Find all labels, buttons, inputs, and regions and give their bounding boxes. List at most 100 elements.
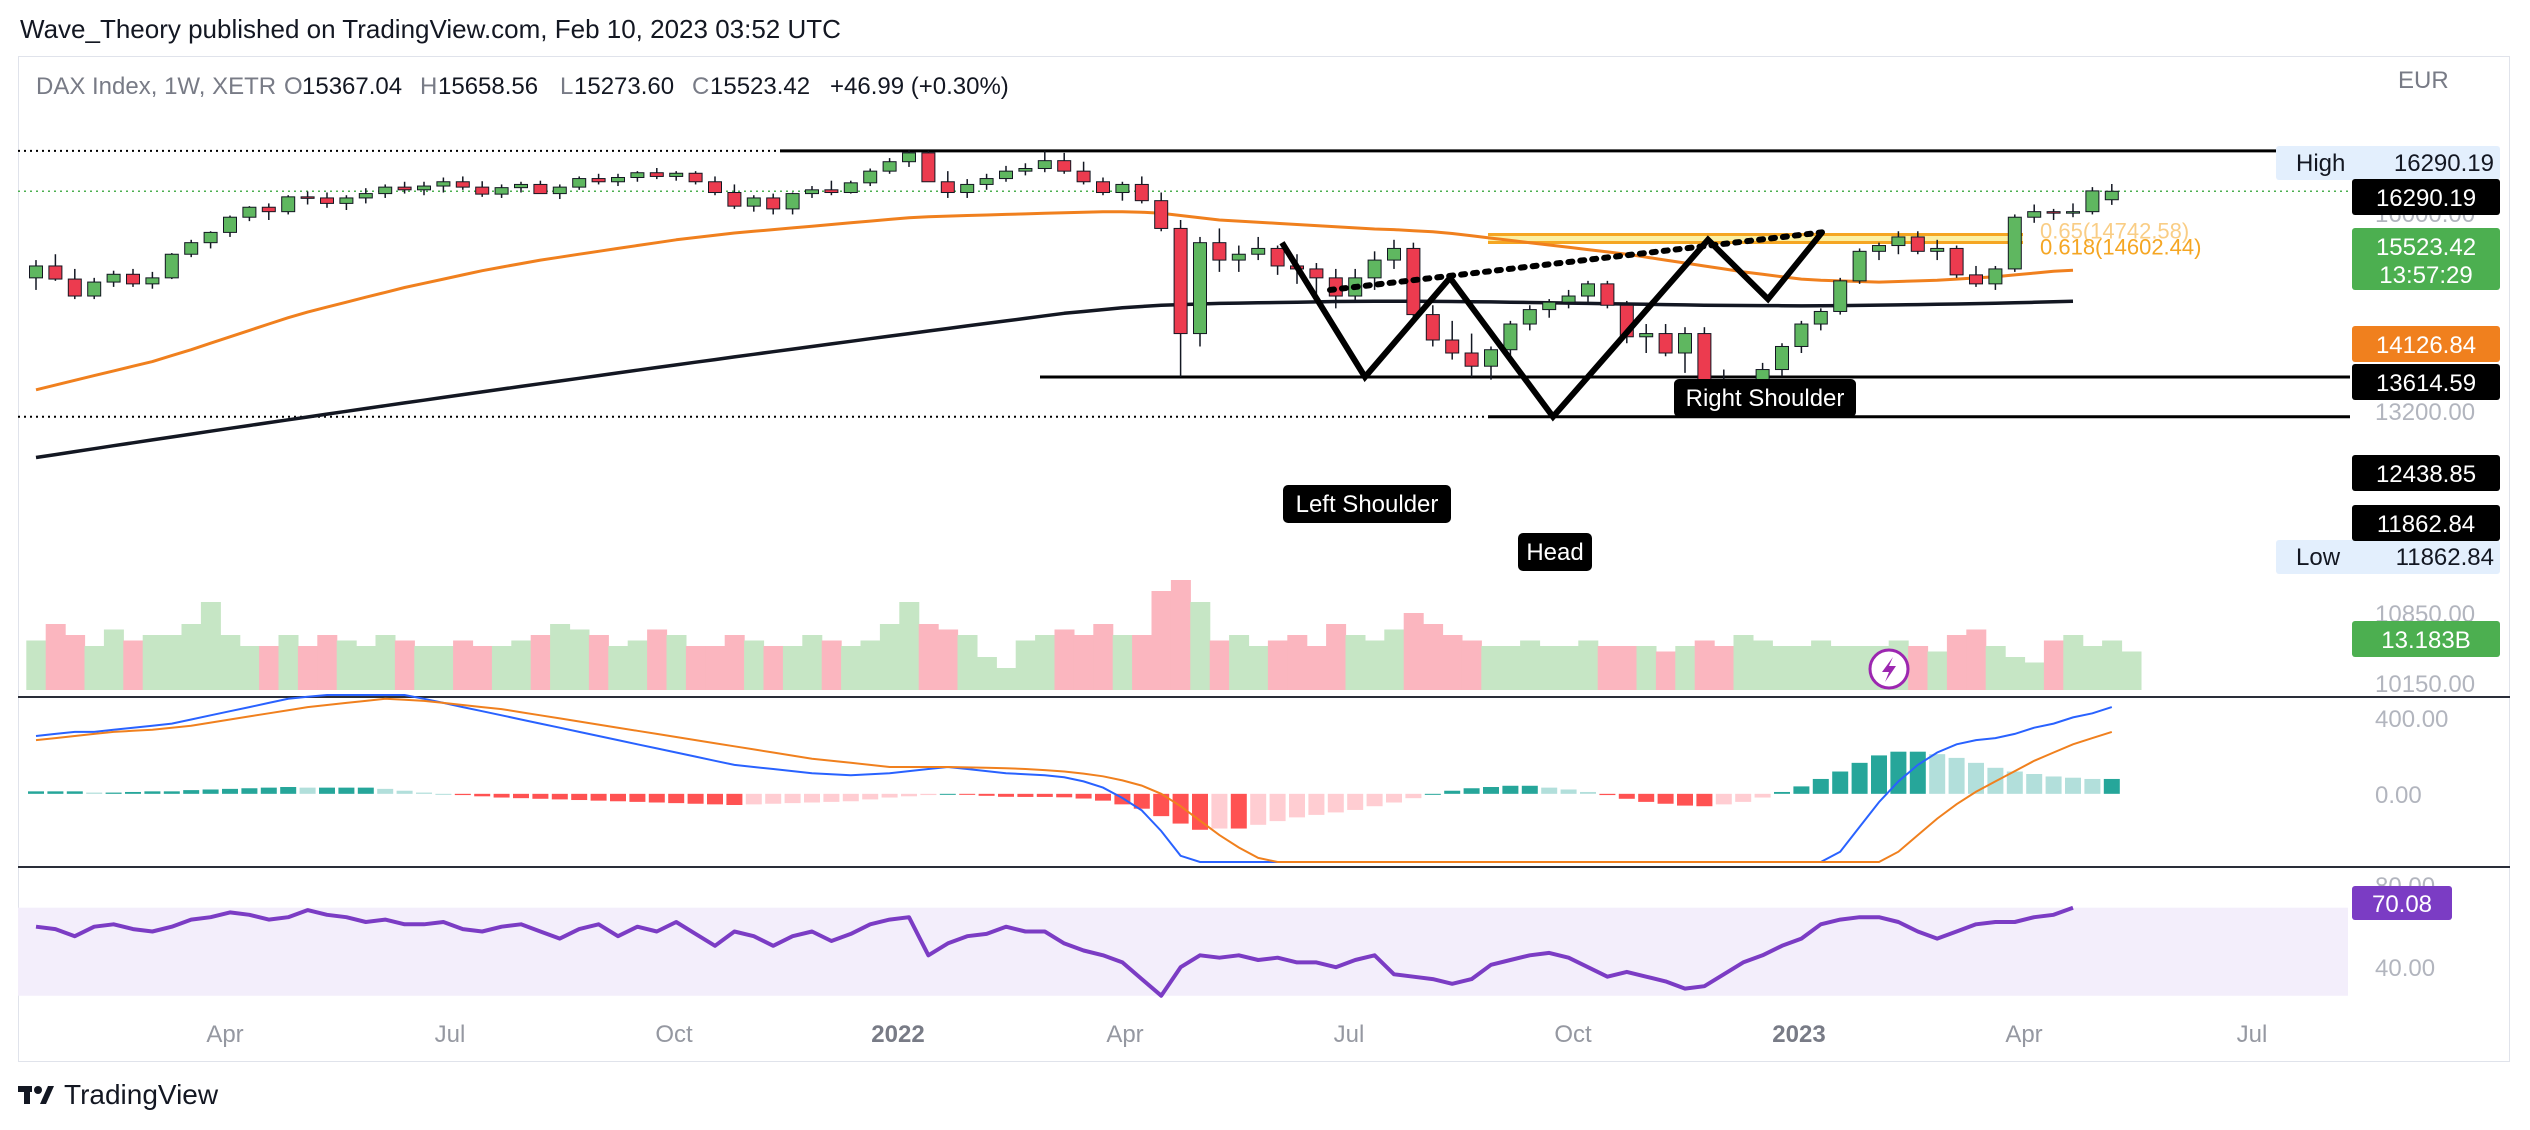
macd-histogram-bar — [1366, 793, 1383, 807]
macd-histogram-bar — [842, 793, 859, 802]
tag-volume: 13.183B — [2352, 621, 2500, 657]
tag-value: 11862.84 — [2396, 544, 2494, 571]
volume-bar — [1655, 651, 1676, 690]
macd-histogram-bar — [629, 793, 646, 802]
fib-label-065: 0.65(14742.58) — [2040, 219, 2189, 244]
volume-bar — [860, 640, 881, 690]
macd-histogram-bar — [1153, 793, 1170, 817]
rsi-line — [35, 905, 2074, 998]
candle — [2104, 184, 2119, 205]
macd-tick: 0.00 — [2375, 782, 2422, 809]
candle-body — [417, 185, 431, 191]
candle — [2085, 187, 2100, 215]
price-tick: 10150.00 — [2375, 671, 2475, 698]
macd-histogram-bar — [571, 793, 588, 801]
volume-bar — [103, 629, 124, 690]
candle — [223, 215, 237, 237]
candle — [436, 177, 451, 193]
volume-bar — [1287, 635, 1308, 690]
candle-body — [67, 278, 82, 297]
volume-bar — [1578, 640, 1599, 690]
tag-head-level-value: 11862.84 — [2377, 511, 2475, 538]
candle-body — [1445, 339, 1460, 354]
candle-body — [1891, 236, 1906, 247]
candle-body — [708, 181, 722, 194]
candle-body — [649, 172, 664, 177]
volume-bar — [239, 646, 260, 690]
macd-histogram-bar — [2084, 778, 2101, 794]
volume-bar — [1423, 624, 1444, 690]
candle — [1581, 280, 1595, 303]
volume-bar — [1714, 646, 1735, 690]
candle-body — [1969, 274, 1983, 285]
time-tick: Jul — [435, 1021, 466, 1048]
candle — [106, 270, 121, 287]
candle-body — [320, 197, 334, 204]
candle — [1833, 277, 1848, 315]
candle — [727, 184, 742, 209]
candle — [552, 184, 567, 200]
macd-histogram-bar — [2045, 776, 2062, 794]
candle-body — [1115, 183, 1130, 194]
candle — [669, 171, 684, 181]
time-tick: Apr — [206, 1021, 243, 1048]
tag-head-level: 11862.84 — [2352, 505, 2500, 541]
volume-bar — [2082, 646, 2103, 690]
lightning-icon[interactable] — [1868, 648, 1910, 690]
candle-body — [203, 231, 218, 244]
macd-histogram-bar — [1638, 793, 1655, 802]
volume-bar — [647, 629, 668, 690]
tag-ema-fast-value: 14126.84 — [2376, 332, 2476, 359]
macd-histogram-bar — [998, 793, 1014, 797]
ema-fast-line — [35, 210, 2074, 392]
macd-histogram-bar — [1463, 788, 1480, 794]
macd-histogram-bar — [1095, 793, 1111, 801]
macd-histogram-bar — [1677, 793, 1693, 806]
tag-ema-fast-bg — [2352, 326, 2500, 362]
volume-bar — [1442, 635, 1463, 690]
macd-histogram-bar — [299, 787, 316, 794]
candle-body — [1813, 310, 1828, 325]
candle-body — [1018, 168, 1033, 172]
macd-histogram-bar — [1075, 793, 1092, 799]
candle — [1154, 192, 1169, 232]
volume-bar — [1617, 646, 1638, 690]
candle — [882, 158, 897, 174]
candle-body — [1387, 247, 1401, 261]
macd-histogram-bar — [280, 787, 297, 794]
chart-frame — [18, 56, 2510, 1062]
macd-histogram-bar — [396, 790, 413, 794]
candle-body — [1561, 295, 1576, 303]
time-tick: 2022 — [871, 1021, 924, 1048]
macd-histogram-bar — [1017, 793, 1034, 797]
candle — [921, 150, 936, 183]
candle-body — [300, 196, 315, 199]
macd-histogram-bar — [707, 793, 723, 805]
macd-histogram-bar — [1444, 790, 1461, 794]
macd-histogram-bar — [1230, 793, 1247, 829]
volume-bar — [181, 624, 202, 690]
candle-body — [1639, 333, 1654, 338]
macd-histogram-bar — [1386, 793, 1402, 803]
candle-body — [1949, 247, 1964, 276]
tag-head-level-bg — [2352, 505, 2500, 541]
macd-histogram-bar — [1948, 757, 1965, 794]
macd-histogram-bar — [959, 793, 976, 795]
tag-ema-fast: 14126.84 — [2352, 326, 2500, 362]
tag-low: Low 11862.84 — [2276, 540, 2500, 574]
candle-body — [1154, 200, 1169, 229]
tag-rsi-value: 70.08 — [2372, 891, 2432, 918]
volume-bar — [569, 629, 590, 690]
candle — [1134, 176, 1149, 204]
macd-histogram-bar — [1774, 791, 1790, 794]
candle — [320, 192, 334, 208]
fib-label-0618: 0.618(14602.44) — [2040, 235, 2201, 260]
price-tick: 13200.00 — [2375, 399, 2475, 426]
label-right-shoulder-text: Right Shoulder — [1686, 385, 1845, 412]
macd-histogram-bar — [551, 793, 568, 800]
tag-current-price-value: 15523.42 — [2376, 234, 2476, 261]
macd-histogram-bar — [1580, 791, 1596, 794]
candle — [1658, 324, 1673, 357]
volume-bar — [1675, 646, 1696, 690]
